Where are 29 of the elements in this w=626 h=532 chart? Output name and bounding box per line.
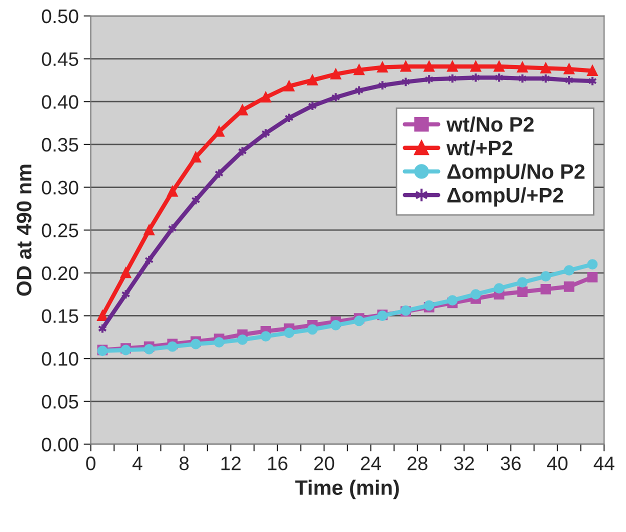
y-tick-label: 0.30 (42, 180, 78, 194)
y-axis-title: OD at 490 nm (16, 164, 32, 296)
legend-label: ΔompU/No P2 (447, 164, 585, 184)
legend-label: wt/No P2 (446, 116, 534, 132)
x-tick-label: 44 (594, 456, 614, 470)
x-tick-label: 36 (500, 456, 521, 470)
x-tick-label: 0 (86, 456, 96, 470)
y-tick-label: 0.10 (42, 352, 78, 366)
x-tick-label: 8 (180, 456, 189, 470)
x-tick-label: 28 (408, 456, 428, 470)
legend-label: ΔompU/+P2 (447, 187, 564, 207)
y-tick-label: 0.50 (42, 9, 78, 24)
x-tick-label: 16 (268, 456, 288, 470)
x-tick-label: 24 (360, 456, 382, 470)
x-axis-title: Time (min) (295, 480, 399, 500)
y-tick-label: 0.00 (42, 438, 78, 452)
y-tick-label: 0.05 (42, 394, 78, 409)
y-tick-label: 0.45 (42, 52, 78, 66)
y-tick-label: 0.15 (42, 309, 78, 323)
y-tick-label: 0.20 (42, 266, 78, 280)
x-tick-label: 40 (547, 456, 568, 470)
y-tick-label: 0.40 (42, 95, 78, 109)
y-tick-label: 0.25 (42, 224, 78, 238)
x-tick-label: 32 (454, 456, 474, 470)
x-tick-label: 4 (132, 456, 142, 470)
legend-label: wt/+P2 (446, 140, 512, 156)
x-tick-label: 20 (314, 456, 334, 470)
x-tick-label: 12 (221, 456, 241, 470)
y-tick-label: 0.35 (42, 138, 78, 152)
